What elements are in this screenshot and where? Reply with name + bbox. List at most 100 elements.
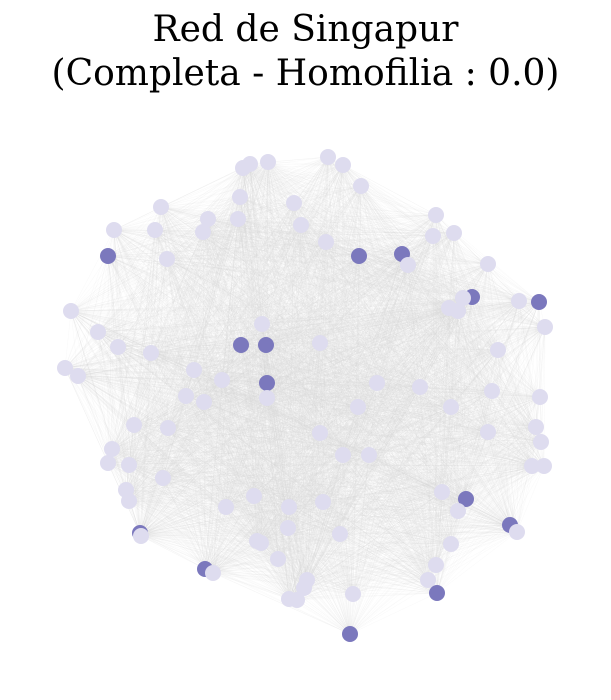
network-edge bbox=[293, 202, 327, 243]
network-edge bbox=[265, 156, 329, 346]
network-edge bbox=[160, 206, 344, 456]
network-edge bbox=[267, 161, 324, 503]
network-edge bbox=[139, 206, 162, 534]
network-edge bbox=[242, 167, 546, 328]
network-edge bbox=[160, 206, 520, 302]
network-edge bbox=[160, 206, 195, 371]
network-edge bbox=[133, 202, 295, 426]
network-edge bbox=[360, 185, 464, 299]
network-edge bbox=[207, 218, 473, 298]
network-edge bbox=[139, 167, 244, 534]
network-edge bbox=[342, 164, 403, 255]
network-edge bbox=[167, 185, 362, 429]
network-edge bbox=[242, 167, 545, 467]
network-edge bbox=[202, 202, 295, 233]
network-edge bbox=[360, 185, 489, 265]
network-edge bbox=[265, 164, 344, 346]
network-edge bbox=[249, 163, 437, 216]
network-edge bbox=[267, 161, 290, 508]
network-edge bbox=[267, 161, 450, 309]
network-edge bbox=[237, 161, 269, 220]
network-edge bbox=[133, 218, 239, 426]
network-edge bbox=[267, 161, 308, 581]
network-edge bbox=[267, 161, 489, 433]
network-edge bbox=[242, 167, 295, 204]
network-edge bbox=[150, 218, 209, 354]
network-edge bbox=[261, 161, 269, 325]
network-edge bbox=[77, 167, 244, 377]
network-node-majority bbox=[70, 368, 86, 384]
network-edge bbox=[160, 206, 354, 595]
network-edge bbox=[327, 156, 467, 500]
network-edge bbox=[249, 163, 450, 309]
network-node-majority bbox=[121, 457, 137, 473]
network-edge bbox=[237, 218, 541, 398]
network-edge bbox=[237, 218, 258, 542]
network-edge bbox=[207, 218, 302, 226]
network-edge bbox=[242, 167, 455, 234]
network-edge bbox=[327, 156, 438, 594]
network-edge bbox=[267, 161, 321, 344]
network-edge bbox=[154, 185, 362, 231]
network-edge bbox=[160, 206, 267, 346]
network-edge bbox=[207, 218, 324, 503]
network-edge bbox=[160, 206, 321, 434]
network-edge bbox=[360, 185, 540, 303]
network-edge bbox=[207, 164, 344, 220]
network-edge bbox=[207, 218, 467, 500]
network-edge bbox=[327, 156, 409, 266]
network-edge bbox=[207, 218, 289, 529]
network-edge bbox=[293, 202, 351, 635]
network-edge bbox=[293, 202, 499, 351]
network-edge bbox=[277, 185, 362, 560]
network-edge bbox=[128, 163, 251, 466]
network-edge bbox=[111, 218, 209, 450]
network-edge bbox=[166, 156, 329, 260]
network-edge bbox=[237, 218, 450, 309]
network-edge bbox=[325, 164, 344, 243]
network-edge bbox=[133, 218, 209, 426]
network-edge bbox=[207, 218, 359, 408]
network-edge bbox=[107, 218, 209, 464]
network-edge bbox=[249, 163, 305, 589]
network-node-majority bbox=[270, 551, 286, 567]
network-edge bbox=[265, 185, 362, 346]
network-node-majority bbox=[335, 157, 351, 173]
network-edge bbox=[242, 167, 452, 408]
network-edge bbox=[128, 218, 239, 466]
network-edge bbox=[185, 185, 362, 397]
network-edge bbox=[242, 167, 354, 595]
network-edge bbox=[160, 206, 290, 508]
network-edge bbox=[239, 196, 268, 399]
network-edge bbox=[242, 167, 459, 512]
network-edge bbox=[70, 218, 209, 312]
network-edge bbox=[242, 167, 324, 503]
chart-title-line-1: Red de Singapur bbox=[152, 9, 459, 50]
network-edge bbox=[293, 202, 541, 398]
network-edge bbox=[360, 185, 541, 398]
network-edge bbox=[64, 206, 162, 369]
network-edge bbox=[239, 196, 324, 503]
network-edge bbox=[239, 196, 295, 204]
network-edge bbox=[319, 156, 329, 434]
network-edge bbox=[293, 202, 443, 493]
network-edge bbox=[342, 164, 378, 384]
network-edge bbox=[207, 218, 298, 601]
network-edge bbox=[207, 218, 279, 560]
network-edge bbox=[125, 218, 209, 491]
network-edge bbox=[221, 218, 239, 381]
network-edge bbox=[113, 218, 239, 231]
network-edge bbox=[306, 164, 344, 581]
network-node-majority bbox=[205, 565, 221, 581]
network-edge bbox=[128, 196, 241, 502]
network-edge bbox=[327, 156, 341, 535]
network-edge bbox=[360, 185, 452, 408]
network-edge bbox=[342, 164, 533, 467]
network-edge bbox=[113, 229, 473, 298]
network-node-majority bbox=[450, 503, 466, 519]
network-edge bbox=[162, 156, 329, 479]
network-edge bbox=[242, 167, 537, 428]
network-edge bbox=[239, 196, 321, 434]
network-edge bbox=[260, 164, 344, 544]
network-edge bbox=[342, 164, 542, 443]
